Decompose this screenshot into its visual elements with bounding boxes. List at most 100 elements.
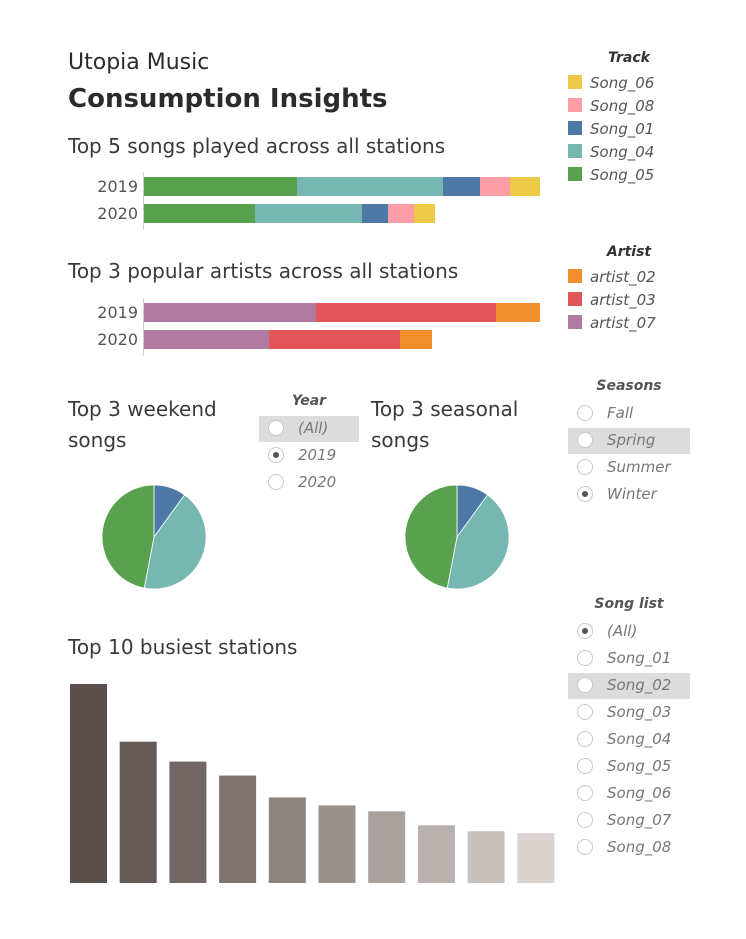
radio-label: Song_08 <box>607 838 672 856</box>
year-option-2019[interactable]: 2019 <box>259 443 359 469</box>
station-bar-2 <box>119 741 157 883</box>
radio-button[interactable] <box>577 785 593 801</box>
radio-label: Song_01 <box>607 649 672 667</box>
radio-button[interactable] <box>577 839 593 855</box>
year-tick-label: 2020 <box>97 204 138 223</box>
radio-button[interactable] <box>268 420 284 436</box>
pie-slice-song-04 <box>446 494 510 590</box>
stations-bar-chart <box>70 684 555 883</box>
radio-button[interactable] <box>577 623 593 639</box>
bar-segment-artist-07-2019 <box>144 303 316 322</box>
season-option-summer[interactable]: Summer <box>568 455 690 481</box>
song-option-song-04[interactable]: Song_04 <box>568 727 690 753</box>
legend-label: artist_07 <box>590 314 656 332</box>
radio-button[interactable] <box>577 677 593 693</box>
legend-item-song-05[interactable]: Song_05 <box>568 166 654 184</box>
legend-swatch <box>568 269 582 283</box>
radio-label: 2019 <box>298 446 337 464</box>
legend-item-song-04[interactable]: Song_04 <box>568 143 654 161</box>
bar-segment-song-06-2019 <box>510 177 540 196</box>
legend-swatch <box>568 121 582 135</box>
station-bar-8 <box>417 825 455 883</box>
radio-button[interactable] <box>577 459 593 475</box>
year-filter-title: Year <box>291 393 327 409</box>
radio-label: Song_07 <box>607 811 672 829</box>
radio-label: 2020 <box>298 473 337 491</box>
artist-legend: Artist artist_02 artist_03 artist_07 <box>568 244 690 339</box>
radio-button[interactable] <box>577 812 593 828</box>
bar-segment-song-08-2020 <box>388 204 414 223</box>
radio-button[interactable] <box>577 432 593 448</box>
radio-label: Song_04 <box>607 730 672 748</box>
year-filter: Year (All) 2019 2020 <box>259 393 359 498</box>
song-option-all[interactable]: (All) <box>568 619 690 645</box>
radio-button[interactable] <box>577 704 593 720</box>
radio-button[interactable] <box>577 731 593 747</box>
seasonal-pie-chart <box>404 484 510 590</box>
legend-swatch <box>568 315 582 329</box>
bar-segment-artist-02-2019 <box>496 303 540 322</box>
legend-item-song-08[interactable]: Song_08 <box>568 97 654 115</box>
bar-segment-song-05-2019 <box>144 177 297 196</box>
artists-chart-title: Top 3 popular artists across all station… <box>68 259 459 283</box>
bar-segment-song-01-2019 <box>443 177 480 196</box>
radio-label: Summer <box>607 458 671 476</box>
songs-chart-title: Top 5 songs played across all stations <box>68 134 446 158</box>
radio-button[interactable] <box>268 474 284 490</box>
radio-button[interactable] <box>268 447 284 463</box>
weekend-pie-chart <box>101 484 207 590</box>
legend-item-artist-07[interactable]: artist_07 <box>568 314 656 332</box>
song-option-song-08[interactable]: Song_08 <box>568 835 690 861</box>
legend-swatch <box>568 75 582 89</box>
year-tick-label: 2019 <box>97 303 138 322</box>
seasonal-chart-title: Top 3 seasonal songs <box>371 397 519 452</box>
station-bar-4 <box>219 775 257 883</box>
radio-button[interactable] <box>577 486 593 502</box>
artist-legend-title: Artist <box>606 244 652 260</box>
season-option-winter[interactable]: Winter <box>568 482 690 508</box>
radio-button[interactable] <box>577 758 593 774</box>
pie-slice-song-04 <box>143 494 207 590</box>
season-option-spring[interactable]: Spring <box>568 428 690 454</box>
radio-button[interactable] <box>577 650 593 666</box>
weekend-chart-title: Top 3 weekend songs <box>68 397 217 452</box>
bar-segment-song-05-2020 <box>144 204 255 223</box>
song-option-song-06[interactable]: Song_06 <box>568 781 690 807</box>
radio-label: Spring <box>607 431 656 449</box>
station-bar-7 <box>368 811 406 883</box>
bar-segment-artist-07-2020 <box>144 330 269 349</box>
song-option-song-02[interactable]: Song_02 <box>568 673 690 699</box>
radio-label: (All) <box>607 622 638 640</box>
legend-item-artist-03[interactable]: artist_03 <box>568 291 656 309</box>
radio-label: Song_02 <box>607 676 672 694</box>
season-option-fall[interactable]: Fall <box>568 401 690 427</box>
song-option-song-03[interactable]: Song_03 <box>568 700 690 726</box>
song-option-song-07[interactable]: Song_07 <box>568 808 690 834</box>
bar-segment-artist-02-2020 <box>400 330 432 349</box>
year-option-all[interactable]: (All) <box>259 416 359 442</box>
song-option-song-01[interactable]: Song_01 <box>568 646 690 672</box>
dashboard-title: Consumption Insights <box>68 84 388 114</box>
legend-label: Song_01 <box>590 120 655 138</box>
radio-label: Fall <box>607 404 634 422</box>
radio-button[interactable] <box>577 405 593 421</box>
legend-item-song-01[interactable]: Song_01 <box>568 120 654 138</box>
station-bar-6 <box>318 805 356 883</box>
year-tick-label: 2020 <box>97 330 138 349</box>
year-option-2020[interactable]: 2020 <box>259 470 359 496</box>
station-bar-9 <box>467 831 505 883</box>
track-legend-title: Track <box>608 50 650 66</box>
song-list-filter: Song list (All) Song_01 Song_02 Song_03 Song… <box>568 596 690 866</box>
legend-swatch <box>568 292 582 306</box>
bar-segment-song-01-2020 <box>362 204 388 223</box>
station-bar-10 <box>517 833 555 883</box>
radio-label: Song_06 <box>607 784 672 802</box>
legend-swatch <box>568 144 582 158</box>
legend-item-artist-02[interactable]: artist_02 <box>568 268 656 286</box>
song-option-song-05[interactable]: Song_05 <box>568 754 690 780</box>
songs-stacked-bar-chart: 2019 2020 <box>97 172 540 230</box>
song-list-filter-title: Song list <box>594 596 664 612</box>
radio-label: Winter <box>607 485 657 503</box>
station-bar-5 <box>268 797 306 883</box>
legend-item-song-06[interactable]: Song_06 <box>568 74 654 92</box>
